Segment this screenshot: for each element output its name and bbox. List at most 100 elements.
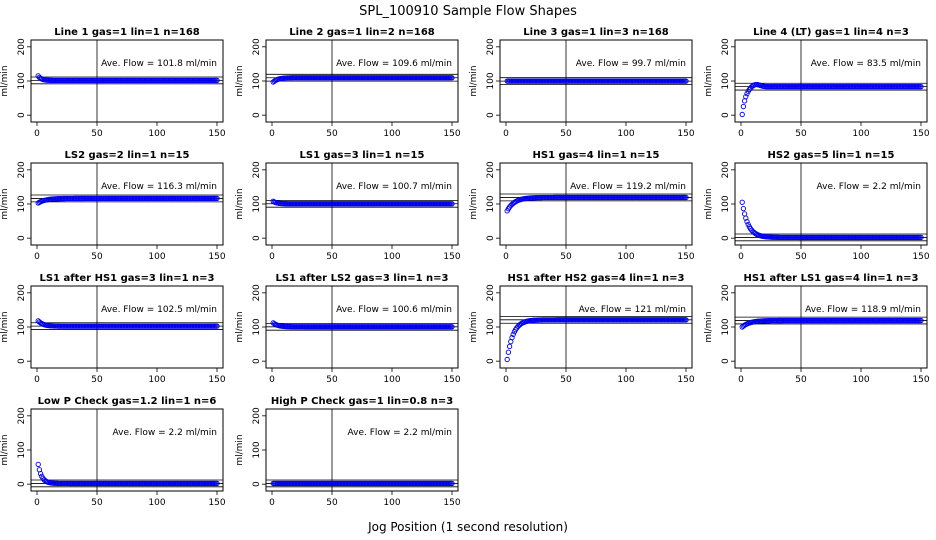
y-tick-label: 100 [252, 318, 262, 335]
x-tick-label: 0 [34, 375, 40, 385]
data-point [683, 194, 689, 201]
x-tick-label: 100 [383, 129, 400, 139]
panel-title: HS1 after HS2 gas=4 lin=1 n=3 [507, 273, 684, 284]
data-point [740, 103, 747, 110]
x-tick-label: 0 [503, 375, 509, 385]
y-tick-label: 200 [252, 161, 262, 178]
y-tick-label: 0 [17, 235, 27, 241]
panel-title: HS1 after LS1 gas=4 lin=1 n=3 [743, 273, 918, 284]
x-tick-label: 0 [34, 252, 40, 262]
chart-panel: HS2 gas=5 lin=1 n=15 0 100 200 0 50 100 150 ml/m… [704, 150, 930, 262]
data-point [739, 199, 745, 205]
data-point [683, 78, 689, 84]
y-tick-label: 100 [486, 318, 496, 335]
x-tick-label: 150 [677, 129, 694, 139]
data-point [918, 234, 924, 241]
x-tick-label: 150 [912, 375, 929, 385]
y-tick-label: 0 [252, 358, 262, 364]
data-point [743, 94, 749, 100]
y-tick-label: 0 [17, 481, 27, 487]
chart-panel: Low P Check gas=1.2 lin=1 n=6 0 100 200 0 50 1… [0, 396, 226, 508]
panel-title: Line 4 (LT) gas=1 lin=4 n=3 [753, 27, 909, 38]
y-tick-label: 200 [17, 38, 27, 55]
x-tick-label: 150 [443, 129, 460, 139]
y-tick-label: 100 [486, 72, 496, 89]
figure-title: SPL_100910 Sample Flow Shapes [359, 4, 577, 19]
y-tick-label: 0 [721, 358, 731, 364]
data-point [743, 215, 749, 221]
x-tick-label: 100 [617, 375, 634, 385]
panel-title: LS1 gas=3 lin=1 n=15 [300, 150, 425, 161]
panel-title: HS1 gas=4 lin=1 n=15 [533, 150, 660, 161]
x-tick-label: 100 [852, 375, 869, 385]
y-axis-label: ml/min [704, 65, 714, 96]
panel-title: Line 2 gas=1 lin=2 n=168 [289, 27, 435, 38]
data-point [918, 83, 924, 90]
panel-grid: Line 1 gas=1 lin=1 n=168 0 100 200 0 50 100 150… [0, 27, 930, 508]
plot-frame [30, 162, 224, 246]
y-tick-label: 200 [721, 38, 731, 55]
data-point [449, 480, 455, 487]
x-tick-label: 100 [148, 498, 165, 508]
x-tick-label: 150 [208, 498, 225, 508]
y-axis-label: ml/min [704, 188, 714, 219]
x-tick-label: 100 [383, 375, 400, 385]
chart-panel: LS1 gas=3 lin=1 n=15 0 100 200 0 50 100 150 ml/m… [235, 150, 461, 262]
plot-frame [499, 285, 693, 369]
x-tick-label: 150 [208, 375, 225, 385]
average-flow-annotation: Ave. Flow = 116.3 ml/min [101, 182, 217, 192]
y-axis-label: ml/min [0, 65, 10, 96]
y-tick-label: 0 [252, 481, 262, 487]
panel-title: Line 1 gas=1 lin=1 n=168 [54, 27, 200, 38]
y-tick-label: 0 [721, 235, 731, 241]
x-tick-label: 50 [91, 375, 103, 385]
x-tick-label: 100 [852, 129, 869, 139]
x-tick-label: 150 [912, 252, 929, 262]
x-tick-label: 0 [269, 498, 275, 508]
chart-panel: Line 2 gas=1 lin=2 n=168 0 100 200 0 50 100 150… [235, 27, 461, 139]
panel-title: High P Check gas=1 lin=0.8 n=3 [271, 396, 453, 407]
x-tick-label: 100 [383, 498, 400, 508]
average-flow-annotation: Ave. Flow = 2.2 ml/min [348, 428, 452, 438]
data-point [744, 218, 750, 225]
y-tick-label: 200 [721, 284, 731, 301]
x-tick-label: 50 [795, 252, 807, 262]
average-flow-annotation: Ave. Flow = 118.9 ml/min [805, 305, 921, 315]
y-tick-label: 100 [721, 72, 731, 89]
x-tick-label: 150 [677, 252, 694, 262]
x-tick-label: 0 [269, 375, 275, 385]
x-tick-label: 0 [738, 129, 744, 139]
chart-panel: LS1 after LS2 gas=3 lin=1 n=3 0 100 200 0 50 1… [235, 273, 461, 385]
y-tick-label: 100 [252, 195, 262, 212]
y-tick-label: 200 [486, 38, 496, 55]
chart-panel: HS1 gas=4 lin=1 n=15 0 100 200 0 50 100 150 ml/m… [469, 150, 695, 262]
y-tick-label: 0 [17, 112, 27, 118]
data-point [449, 201, 455, 207]
y-tick-label: 100 [17, 318, 27, 335]
y-tick-label: 100 [17, 72, 27, 89]
y-axis-label: ml/min [469, 311, 479, 342]
x-tick-label: 0 [503, 252, 509, 262]
y-tick-label: 100 [486, 195, 496, 212]
x-tick-label: 100 [852, 252, 869, 262]
y-axis-label: ml/min [469, 188, 479, 219]
x-tick-label: 100 [148, 375, 165, 385]
data-point [739, 111, 745, 118]
x-tick-label: 0 [738, 375, 744, 385]
panel-title: LS2 gas=2 lin=1 n=15 [65, 150, 190, 161]
y-tick-label: 0 [486, 358, 496, 364]
data-point [740, 206, 747, 212]
data-point [214, 323, 220, 329]
x-tick-label: 150 [443, 252, 460, 262]
chart-panel: HS1 after HS2 gas=4 lin=1 n=3 0 100 200 0 50 1… [469, 273, 695, 385]
data-point [509, 334, 515, 341]
x-tick-label: 0 [34, 498, 40, 508]
average-flow-annotation: Ave. Flow = 109.6 ml/min [336, 59, 452, 69]
average-flow-annotation: Ave. Flow = 2.2 ml/min [113, 428, 217, 438]
plot-frame [265, 408, 459, 492]
x-tick-label: 0 [269, 129, 275, 139]
x-tick-label: 150 [443, 498, 460, 508]
y-tick-label: 100 [17, 441, 27, 458]
y-tick-label: 200 [17, 407, 27, 424]
data-point [449, 324, 455, 330]
